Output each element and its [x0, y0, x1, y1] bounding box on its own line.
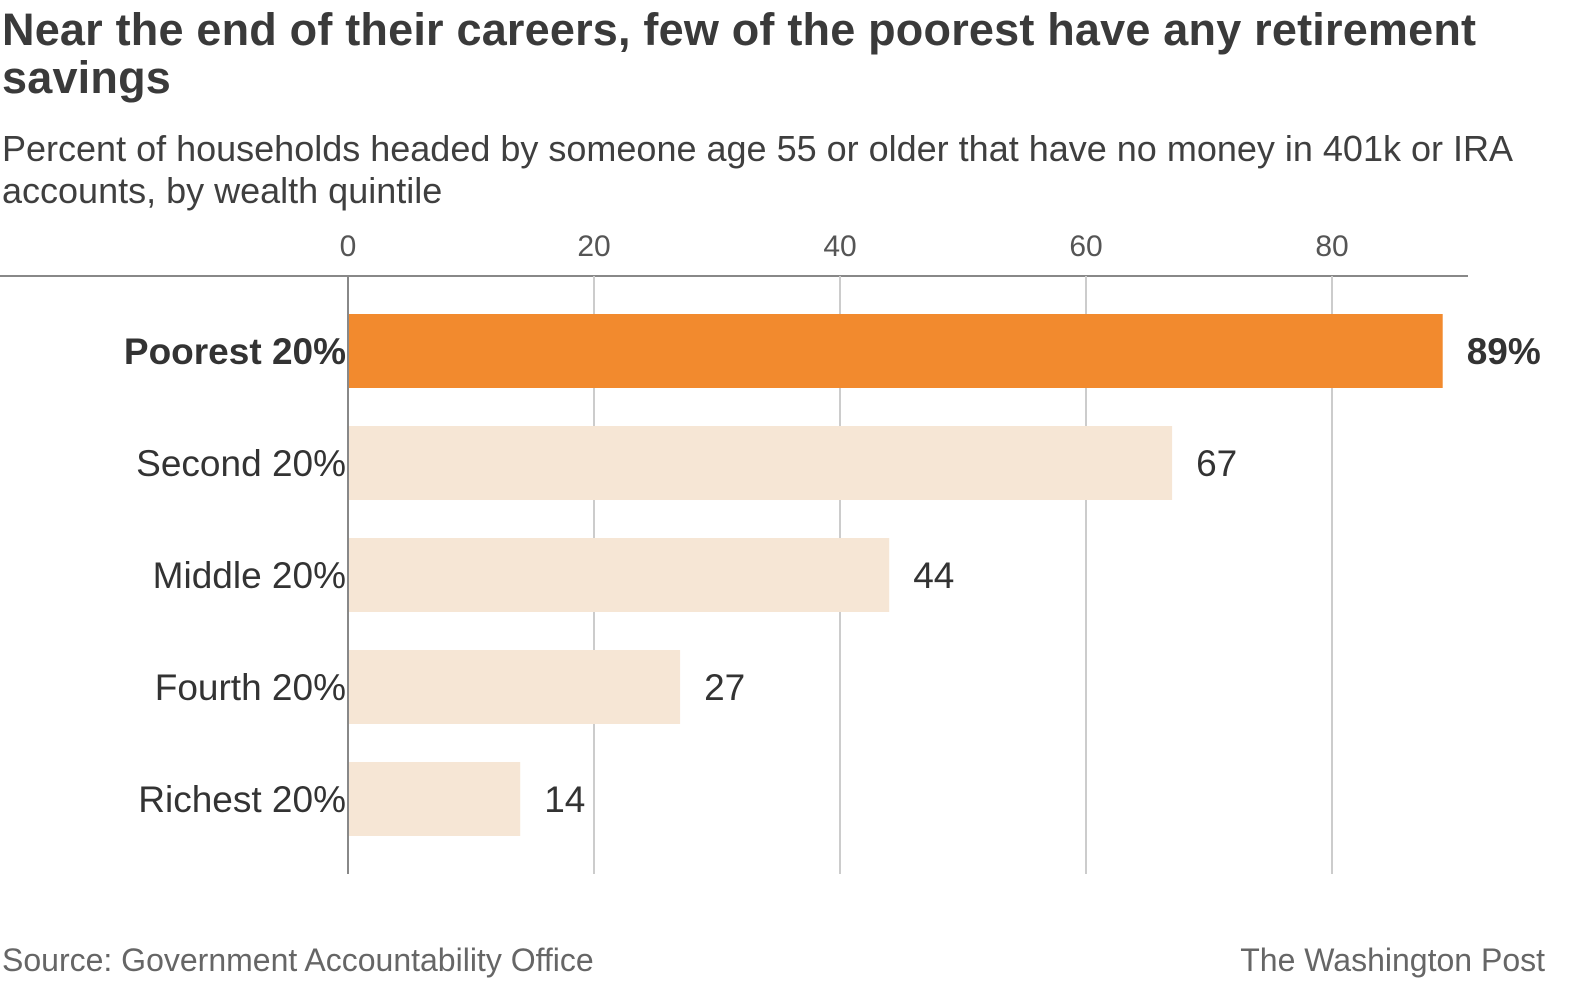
- chart-subtitle: Percent of households headed by someone …: [2, 128, 1512, 211]
- value-label-2: 44: [913, 555, 954, 596]
- source-note: Source: Government Accountability Office: [2, 942, 594, 978]
- x-tick-label-20: 20: [577, 230, 610, 263]
- category-label-3: Fourth 20%: [155, 667, 346, 708]
- x-tick-label-80: 80: [1315, 230, 1348, 263]
- category-label-0: Poorest 20%: [124, 331, 346, 372]
- category-label-1: Second 20%: [136, 443, 346, 484]
- bar-4: [348, 762, 521, 836]
- bar-0: [348, 314, 1443, 388]
- publisher-credit: The Washington Post: [1240, 942, 1545, 978]
- chart-title: Near the end of their careers, few of th…: [2, 4, 1477, 103]
- x-tick-label-40: 40: [823, 230, 856, 263]
- bar-3: [348, 650, 681, 724]
- category-label-2: Middle 20%: [153, 555, 346, 596]
- value-label-0: 89%: [1467, 331, 1541, 372]
- x-tick-label-60: 60: [1069, 230, 1102, 263]
- value-label-1: 67: [1196, 443, 1237, 484]
- bar-2: [348, 538, 890, 612]
- value-label-3: 27: [704, 667, 745, 708]
- value-label-4: 14: [544, 779, 585, 820]
- x-tick-label-0: 0: [340, 230, 357, 263]
- bar-1: [348, 426, 1173, 500]
- category-label-4: Richest 20%: [138, 779, 346, 820]
